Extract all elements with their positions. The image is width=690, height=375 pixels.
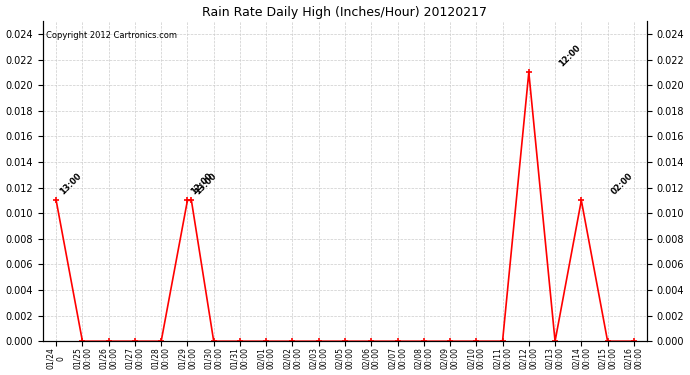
Text: 02:00: 02:00	[610, 171, 635, 196]
Text: 13:00: 13:00	[193, 171, 219, 196]
Text: 12:00: 12:00	[190, 171, 215, 196]
Text: Copyright 2012 Cartronics.com: Copyright 2012 Cartronics.com	[46, 31, 177, 40]
Text: 12:00: 12:00	[557, 43, 582, 69]
Text: 13:00: 13:00	[58, 171, 83, 196]
Title: Rain Rate Daily High (Inches/Hour) 20120217: Rain Rate Daily High (Inches/Hour) 20120…	[202, 6, 488, 18]
